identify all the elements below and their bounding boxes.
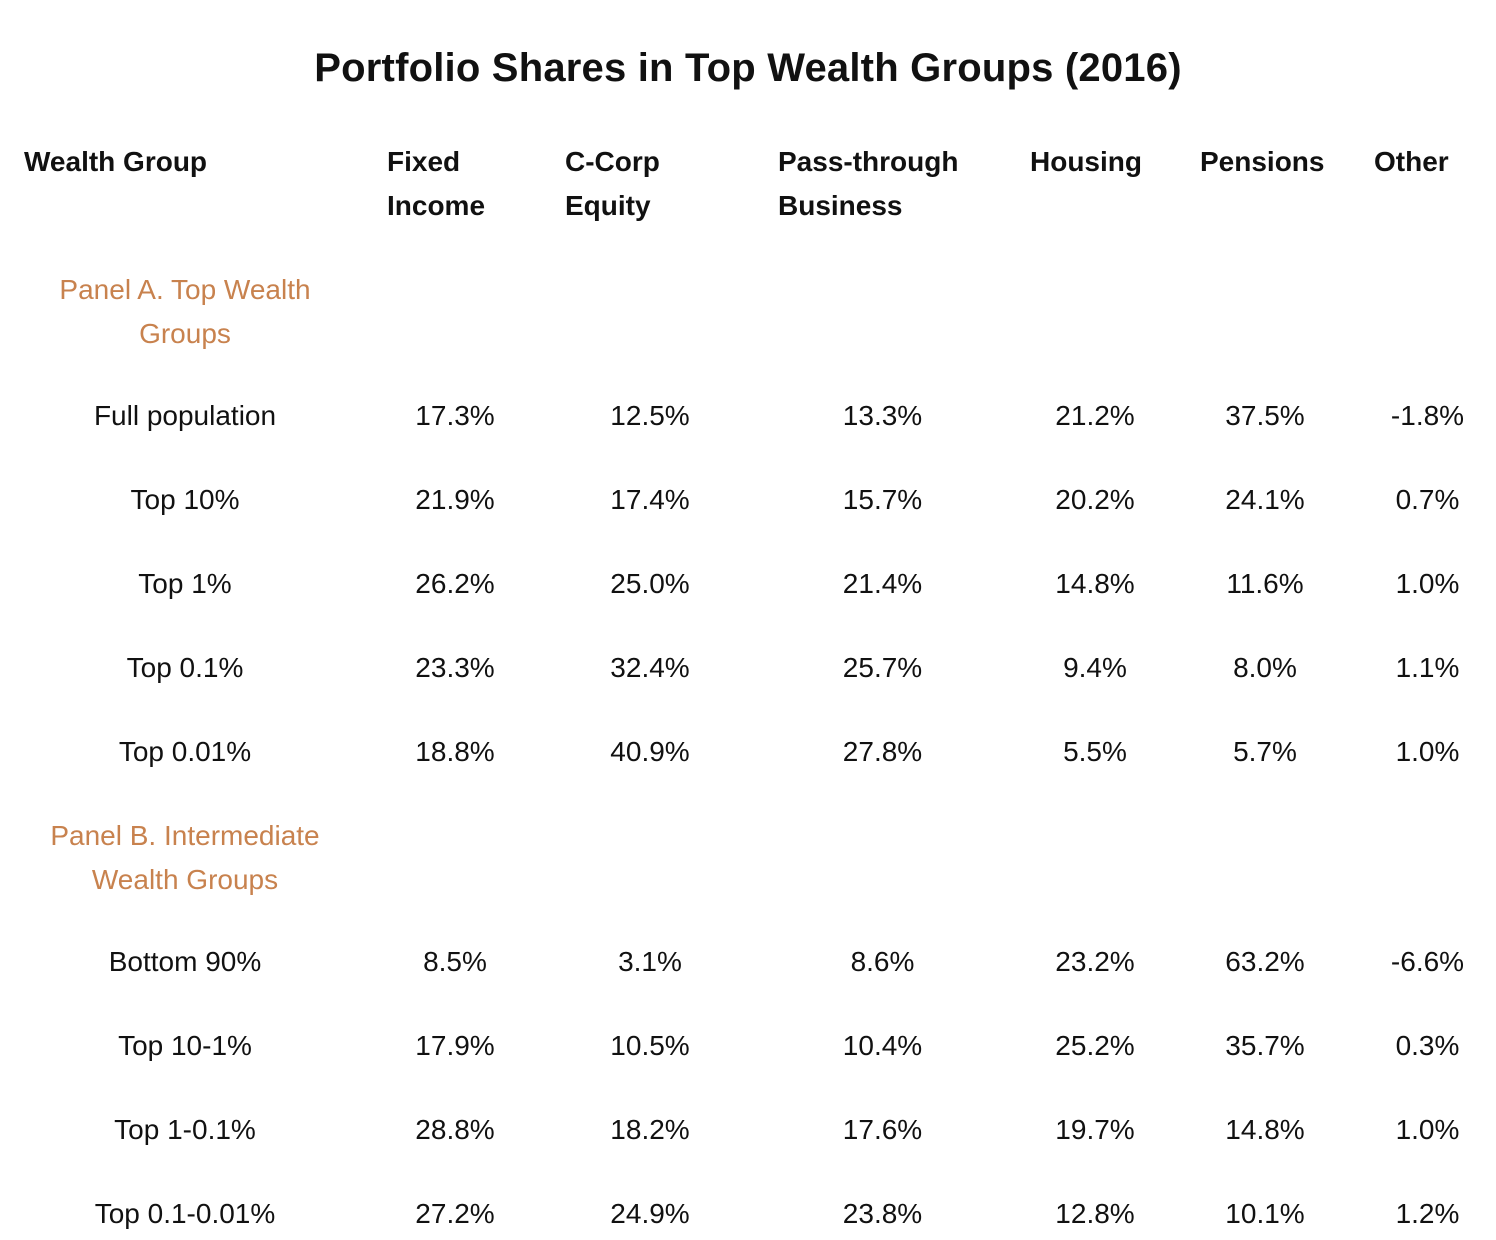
panel-b-label: Panel B. Intermediate Wealth Groups: [50, 820, 320, 895]
table-row: Top 10% 21.9% 17.4% 15.7% 20.2% 24.1% 0.…: [0, 478, 1496, 522]
cell-pass-through: 15.7%: [842, 484, 923, 515]
cell-ccorp-equity: 18.2%: [610, 1114, 690, 1145]
cell-other: -6.6%: [1390, 946, 1465, 977]
cell-pass-through: 21.4%: [842, 568, 923, 599]
cell-housing: 14.8%: [1055, 568, 1135, 599]
header-ccorp-equity: C-Corp Equity: [565, 146, 660, 221]
cell-housing: 9.4%: [1063, 652, 1127, 683]
cell-ccorp-equity: 17.4%: [610, 484, 690, 515]
cell-pass-through: 25.7%: [842, 652, 923, 683]
table-row: Top 0.1% 23.3% 32.4% 25.7% 9.4% 8.0% 1.1…: [0, 646, 1496, 690]
cell-housing: 12.8%: [1055, 1198, 1135, 1229]
cell-fixed-income: 26.2%: [415, 568, 495, 599]
cell-pass-through: 8.6%: [850, 946, 915, 977]
table-row: Top 1% 26.2% 25.0% 21.4% 14.8% 11.6% 1.0…: [0, 562, 1496, 606]
cell-pass-through: 13.3%: [842, 400, 923, 431]
cell-housing: 19.7%: [1055, 1114, 1135, 1145]
cell-pensions: 8.0%: [1233, 652, 1297, 683]
header-pass-through-business: Pass-through Business: [778, 146, 959, 221]
cell-other: -1.8%: [1390, 400, 1465, 431]
header-other: Other: [1374, 146, 1449, 177]
cell-fixed-income: 23.3%: [415, 652, 495, 683]
cell-housing: 23.2%: [1055, 946, 1135, 977]
cell-other: 0.3%: [1395, 1030, 1460, 1061]
cell-housing: 21.2%: [1055, 400, 1135, 431]
cell-wealth-group: Top 0.1-0.01%: [94, 1198, 276, 1229]
cell-fixed-income: 27.2%: [415, 1198, 495, 1229]
cell-other: 1.0%: [1395, 736, 1460, 767]
cell-wealth-group: Full population: [93, 400, 277, 431]
table-row: Top 0.1-0.01% 27.2% 24.9% 23.8% 12.8% 10…: [0, 1192, 1496, 1236]
cell-wealth-group: Top 10-1%: [118, 1030, 252, 1061]
table-title: Portfolio Shares in Top Wealth Groups (2…: [314, 46, 1182, 90]
cell-fixed-income: 28.8%: [415, 1114, 495, 1145]
cell-housing: 5.5%: [1063, 736, 1127, 767]
cell-other: 1.2%: [1395, 1198, 1460, 1229]
cell-pass-through: 10.4%: [842, 1030, 923, 1061]
table-row: Top 1-0.1% 28.8% 18.2% 17.6% 19.7% 14.8%…: [0, 1108, 1496, 1152]
cell-pensions: 5.7%: [1233, 736, 1297, 767]
table-row: Bottom 90% 8.5% 3.1% 8.6% 23.2% 63.2% -6…: [0, 940, 1496, 984]
cell-wealth-group: Top 1%: [138, 568, 232, 599]
header-housing: Housing: [1030, 146, 1142, 177]
cell-pensions: 14.8%: [1225, 1114, 1305, 1145]
cell-pensions: 37.5%: [1225, 400, 1305, 431]
header-wealth-group: Wealth Group: [24, 146, 208, 177]
cell-other: 1.0%: [1395, 1114, 1460, 1145]
cell-pass-through: 27.8%: [842, 736, 923, 767]
cell-wealth-group: Top 0.01%: [118, 736, 252, 767]
cell-wealth-group: Top 1-0.1%: [114, 1114, 256, 1145]
header-fixed-income: Fixed Income: [387, 146, 486, 221]
cell-ccorp-equity: 12.5%: [610, 400, 690, 431]
cell-pensions: 10.1%: [1225, 1198, 1305, 1229]
cell-pass-through: 23.8%: [842, 1198, 923, 1229]
cell-pass-through: 17.6%: [842, 1114, 923, 1145]
cell-fixed-income: 21.9%: [415, 484, 495, 515]
cell-pensions: 24.1%: [1225, 484, 1305, 515]
table-row: Full population 17.3% 12.5% 13.3% 21.2% …: [0, 394, 1496, 438]
table-row: Top 10-1% 17.9% 10.5% 10.4% 25.2% 35.7% …: [0, 1024, 1496, 1068]
header-pensions: Pensions: [1200, 146, 1325, 177]
cell-ccorp-equity: 32.4%: [610, 652, 690, 683]
cell-fixed-income: 8.5%: [423, 946, 487, 977]
cell-wealth-group: Bottom 90%: [108, 946, 262, 977]
cell-wealth-group: Top 10%: [130, 484, 240, 515]
table-row: Top 0.01% 18.8% 40.9% 27.8% 5.5% 5.7% 1.…: [0, 730, 1496, 774]
cell-housing: 25.2%: [1055, 1030, 1135, 1061]
cell-pensions: 11.6%: [1226, 568, 1304, 599]
cell-wealth-group: Top 0.1%: [126, 652, 244, 683]
cell-ccorp-equity: 24.9%: [610, 1198, 690, 1229]
cell-pensions: 35.7%: [1225, 1030, 1305, 1061]
cell-ccorp-equity: 25.0%: [610, 568, 690, 599]
cell-other: 1.0%: [1395, 568, 1460, 599]
cell-ccorp-equity: 40.9%: [610, 736, 690, 767]
panel-a-label: Panel A. Top Wealth Groups: [59, 274, 311, 349]
cell-ccorp-equity: 10.5%: [610, 1030, 690, 1061]
cell-fixed-income: 18.8%: [415, 736, 495, 767]
cell-other: 1.1%: [1395, 652, 1460, 683]
cell-fixed-income: 17.9%: [415, 1030, 495, 1061]
cell-housing: 20.2%: [1055, 484, 1135, 515]
cell-fixed-income: 17.3%: [415, 400, 495, 431]
cell-pensions: 63.2%: [1225, 946, 1305, 977]
cell-other: 0.7%: [1395, 484, 1460, 515]
cell-ccorp-equity: 3.1%: [618, 946, 682, 977]
